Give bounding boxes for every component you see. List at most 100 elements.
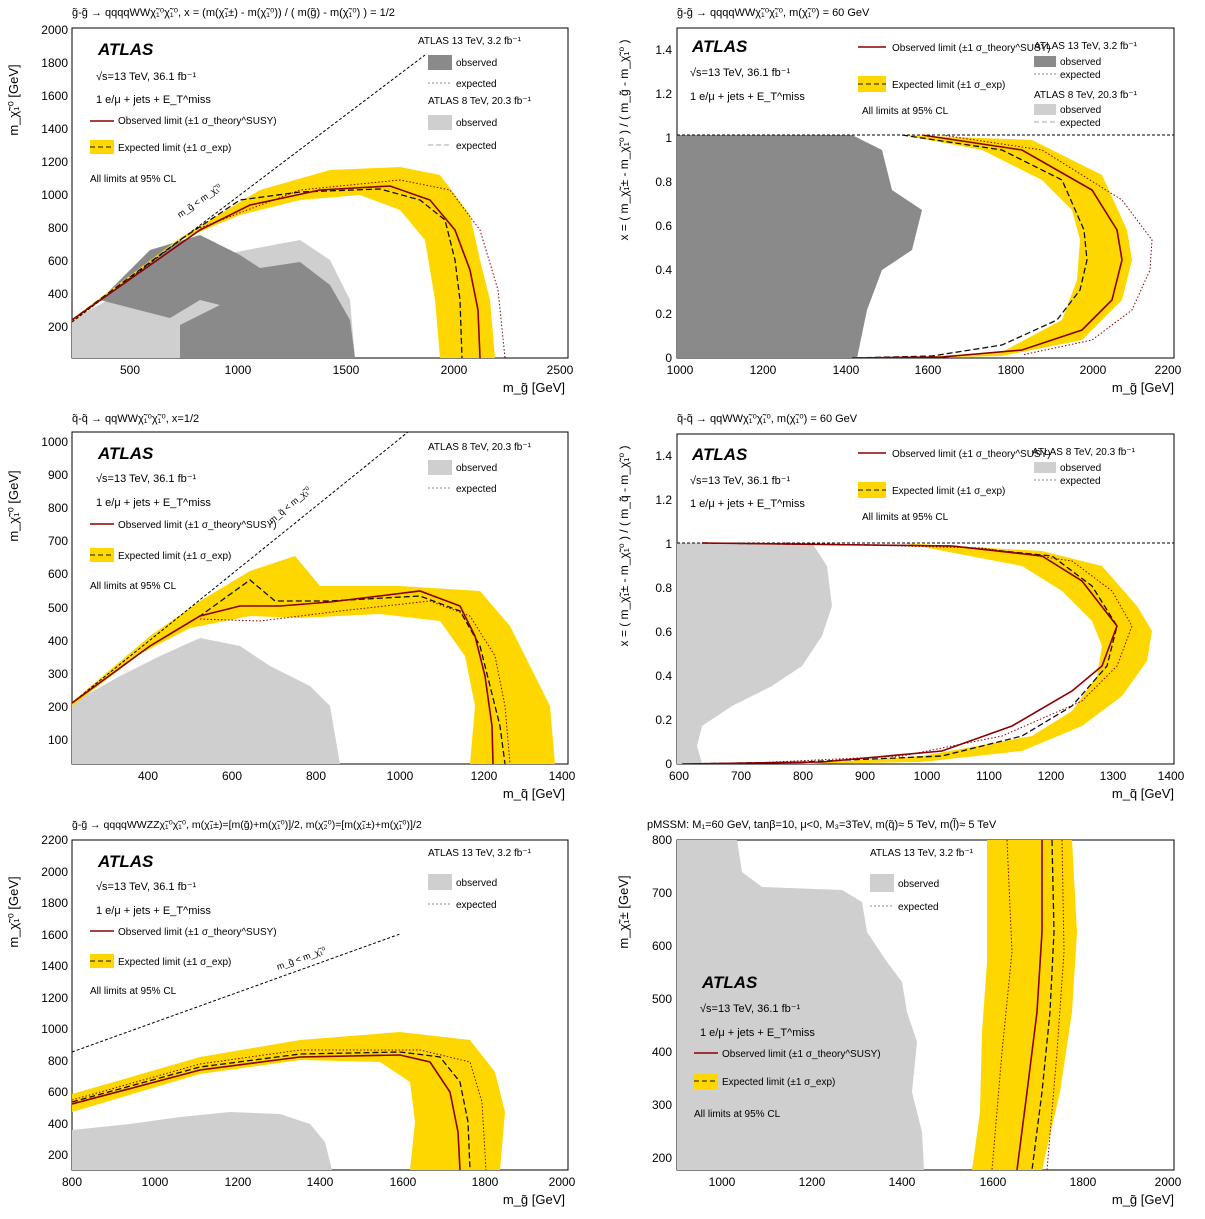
- chart-3-ytick: 400: [48, 634, 68, 648]
- chart-3-legend-8-obs: observed: [456, 463, 497, 474]
- chart-3-xtick: 800: [306, 769, 326, 783]
- chart-1-legend-13-obs-swatch: [428, 55, 452, 70]
- chart-1-legend-13tev: ATLAS 13 TeV, 3.2 fb⁻¹: [418, 36, 522, 47]
- chart-6-ytick: 300: [652, 1098, 672, 1112]
- chart-3-svg: q̃-q̃ → qqWWχ̃₁⁰χ̃₁⁰, x=1/2 400 600 800 …: [6, 413, 576, 801]
- chart-3-ytick: 200: [48, 700, 68, 714]
- chart-3-diagonal: [72, 432, 409, 704]
- chart-3-title: q̃-q̃ → qqWWχ̃₁⁰χ̃₁⁰, x=1/2: [72, 413, 199, 425]
- chart-2-ylabel: x = ( m_χ̃₁± - m_χ̃₁⁰ ) / ( m_g̃ - m_χ̃₁…: [617, 40, 631, 241]
- chart-2-obs-legend: Observed limit (±1 σ_theory^SUSY): [892, 43, 1051, 54]
- chart-4-xtick: 1400: [1158, 769, 1185, 783]
- chart-5-legend-13-exp: expected: [456, 900, 497, 911]
- chart-5-exp-legend: Expected limit (±1 σ_exp): [118, 957, 231, 968]
- chart-1-xlabel: m_g̃ [GeV]: [503, 380, 565, 395]
- chart-1-exp-legend: Expected limit (±1 σ_exp): [118, 143, 231, 154]
- chart-2-legend-8-exp: expected: [1060, 118, 1101, 129]
- chart-3-exp-legend: Expected limit (±1 σ_exp): [118, 551, 231, 562]
- chart-5-xtick: 1800: [472, 1175, 499, 1189]
- chart-6-cl-label: All limits at 95% CL: [694, 1109, 781, 1120]
- chart-1-ytick: 800: [48, 221, 68, 235]
- chart-6-selection-label: 1 e/μ + jets + E_T^miss: [700, 1027, 815, 1039]
- chart-3-energy-label: √s=13 TeV, 36.1 fb⁻¹: [96, 473, 197, 485]
- chart-2-ytick: 0.4: [655, 263, 672, 277]
- chart-1-title: g̃-g̃ → qqqqWWχ̃₁⁰χ̃₁⁰, x = (m(χ̃₁±) - m…: [72, 7, 395, 19]
- chart-1-xtick: 1000: [225, 363, 252, 377]
- chart-panel-5: g̃-g̃ → qqqqWWZZχ̃₁⁰χ̃₁⁰, m(χ̃₁±)=[m(g̃)…: [0, 812, 602, 1218]
- chart-4-ytick: 0: [665, 757, 672, 771]
- chart-5-ytick: 1000: [41, 1022, 68, 1036]
- chart-4-selection-label: 1 e/μ + jets + E_T^miss: [690, 498, 805, 510]
- chart-1-diagonal: [72, 54, 426, 323]
- chart-3-observed-line: [72, 590, 494, 764]
- chart-1-xtick: 500: [120, 363, 140, 377]
- chart-1-expected-band: [72, 167, 495, 358]
- chart-3-ytick: 500: [48, 601, 68, 615]
- chart-4-legend-8-exp: expected: [1060, 476, 1101, 487]
- chart-3-yticks: 100 200 300 400 500 600 700 800 900 1000: [41, 435, 68, 747]
- chart-1-ytick: 1400: [41, 122, 68, 136]
- chart-2-xtick: 2200: [1155, 363, 1182, 377]
- chart-4-legend-8tev: ATLAS 8 TeV, 20.3 fb⁻¹: [1032, 447, 1136, 458]
- chart-4-observed-line: [681, 542, 1118, 764]
- chart-3-expected-band: [72, 556, 555, 764]
- chart-6-xtick: 1400: [889, 1175, 916, 1189]
- chart-1-grey-13tev-area: [100, 235, 355, 358]
- chart-3-xtick: 1400: [549, 769, 576, 783]
- chart-4-xtick: 1000: [914, 769, 941, 783]
- chart-5-ylabel: m_χ̃₁⁰ [GeV]: [6, 876, 21, 947]
- chart-6-observed-dotted-a: [991, 840, 1013, 1170]
- chart-1-legend-13-obs: observed: [456, 58, 497, 69]
- chart-4-ytick: 0.8: [655, 581, 672, 595]
- chart-1-legend-8-obs: observed: [456, 118, 497, 129]
- chart-2-atlas-label: ATLAS: [691, 37, 748, 56]
- chart-6-legend-13tev: ATLAS 13 TeV, 3.2 fb⁻¹: [870, 848, 974, 859]
- chart-4-energy-label: √s=13 TeV, 36.1 fb⁻¹: [690, 475, 791, 487]
- chart-6-xtick: 1800: [1070, 1175, 1097, 1189]
- chart-5-legend-13-obs-swatch: [428, 874, 452, 890]
- chart-6-svg: pMSSM: M₁=60 GeV, tanβ=10, μ<0, M₃=3TeV,…: [616, 818, 1182, 1207]
- chart-2-selection-label: 1 e/μ + jets + E_T^miss: [690, 91, 805, 103]
- chart-4-cl-label: All limits at 95% CL: [862, 512, 949, 523]
- chart-3-legend-8tev: ATLAS 8 TeV, 20.3 fb⁻¹: [428, 442, 532, 453]
- chart-6-energy-label: √s=13 TeV, 36.1 fb⁻¹: [700, 1003, 801, 1015]
- chart-4-ytick: 0.2: [655, 713, 672, 727]
- chart-5-obs-legend: Observed limit (±1 σ_theory^SUSY): [118, 927, 277, 938]
- chart-2-ytick: 0.6: [655, 219, 672, 233]
- chart-5-xtick: 1200: [225, 1175, 252, 1189]
- chart-6-ytick: 800: [652, 833, 672, 847]
- chart-2-legend-8tev: ATLAS 8 TeV, 20.3 fb⁻¹: [1034, 90, 1138, 101]
- chart-6-ytick: 500: [652, 992, 672, 1006]
- chart-3-ytick: 600: [48, 567, 68, 581]
- chart-2-svg: g̃-g̃ → qqqqWWχ̃₁⁰χ̃₁⁰, m(χ̃₁⁰) = 60 GeV…: [617, 7, 1182, 395]
- chart-panel-6: pMSSM: M₁=60 GeV, tanβ=10, μ<0, M₃=3TeV,…: [602, 812, 1204, 1218]
- chart-6-observed-line: [1016, 840, 1043, 1170]
- chart-2-energy-label: √s=13 TeV, 36.1 fb⁻¹: [690, 67, 791, 79]
- chart-2-legend-8-obs: observed: [1060, 105, 1101, 116]
- chart-2-cl-label: All limits at 95% CL: [862, 106, 949, 117]
- chart-3-grey-8tev-area: [72, 638, 340, 764]
- chart-2-xtick: 1000: [667, 363, 694, 377]
- chart-4-xtick: 1100: [976, 769, 1002, 783]
- chart-1-selection-label: 1 e/μ + jets + E_T^miss: [96, 94, 211, 106]
- chart-5-xtick: 1000: [142, 1175, 169, 1189]
- chart-4-xtick: 800: [793, 769, 813, 783]
- chart-5-ytick: 200: [48, 1148, 68, 1162]
- chart-4-observed-dotted: [751, 542, 1133, 764]
- chart-2-exp-legend-marker: [858, 76, 886, 92]
- chart-2-xtick: 1800: [998, 363, 1025, 377]
- chart-1-xtick: 1500: [333, 363, 360, 377]
- chart-2-legend-8-obs-swatch: [1034, 104, 1056, 115]
- chart-3-ytick: 100: [48, 733, 68, 747]
- chart-4-xtick: 700: [731, 769, 751, 783]
- chart-6-xtick: 1600: [980, 1175, 1007, 1189]
- chart-3-xtick: 600: [222, 769, 242, 783]
- chart-1-cl-label: All limits at 95% CL: [90, 174, 177, 185]
- chart-2-ytick: 1.2: [655, 87, 672, 101]
- chart-6-legend-13-obs: observed: [898, 879, 939, 890]
- chart-3-xtick: 1000: [387, 769, 414, 783]
- chart-6-grey-13tev-area: [677, 840, 924, 1170]
- chart-panel-1: g̃-g̃ → qqqqWWχ̃₁⁰χ̃₁⁰, x = (m(χ̃₁±) - m…: [0, 0, 602, 406]
- chart-6-yticks: 200 300 400 500 600 700 800: [652, 833, 672, 1165]
- chart-5-selection-label: 1 e/μ + jets + E_T^miss: [96, 905, 211, 917]
